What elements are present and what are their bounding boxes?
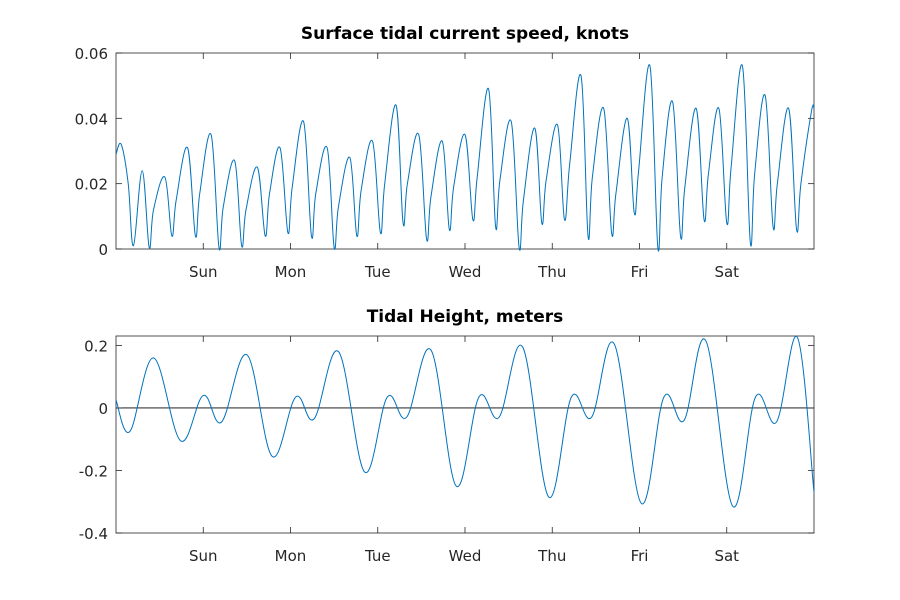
current-speed-x-axis: Sun Mon Tue Wed Thu Fri Sat (189, 53, 739, 281)
tidal-height-y-axis: -0.4 -0.2 0 0.2 (79, 337, 814, 543)
tidal-height-x-tick-label: Fri (631, 547, 649, 565)
current-speed-y-tick-label: 0.06 (75, 45, 108, 63)
current-speed-x-tick-label: Wed (449, 263, 482, 281)
current-speed-x-tick-label: Tue (364, 263, 391, 281)
current-speed-y-tick-label: 0.04 (75, 110, 108, 128)
tidal-height-title: Tidal Height, meters (367, 307, 564, 327)
tidal-height-x-tick-label: Sat (714, 547, 739, 565)
tidal-height-series-line (115, 335, 815, 508)
tidal-height-y-tick-label: -0.4 (79, 525, 108, 543)
current-speed-x-tick-label: Sun (189, 263, 218, 281)
tidal-height-y-tick-label: -0.2 (79, 462, 108, 480)
tidal-height-x-tick-label: Sun (189, 547, 218, 565)
tidal-height-y-tick-label: 0.2 (84, 337, 108, 355)
current-speed-y-tick-label: 0.02 (75, 176, 108, 194)
current-speed-axes-box (115, 52, 815, 250)
tidal-height-x-tick-label: Tue (364, 547, 391, 565)
tidal-height-plot: Tidal Height, meters -0.4 -0.2 0 0.2 Sun Mon… (79, 307, 815, 565)
current-speed-x-tick-label: Thu (537, 263, 566, 281)
current-speed-x-tick-label: Mon (275, 263, 307, 281)
current-speed-plot: Surface tidal current speed, knots 0 0.02… (75, 24, 815, 281)
tidal-height-x-tick-label: Mon (275, 547, 307, 565)
tidal-height-x-tick-label: Thu (537, 547, 566, 565)
current-speed-x-tick-label: Fri (631, 263, 649, 281)
tidal-height-axes-box (115, 335, 815, 534)
tidal-height-x-tick-label: Wed (449, 547, 482, 565)
tidal-height-x-axis: Sun Mon Tue Wed Thu Fri Sat (189, 336, 739, 565)
current-speed-series-line (115, 64, 815, 252)
current-speed-title: Surface tidal current speed, knots (301, 24, 629, 44)
tidal-height-y-tick-label: 0 (98, 400, 108, 418)
current-speed-y-axis: 0 0.02 0.04 0.06 (75, 45, 814, 259)
current-speed-x-tick-label: Sat (714, 263, 739, 281)
current-speed-y-tick-label: 0 (98, 241, 108, 259)
